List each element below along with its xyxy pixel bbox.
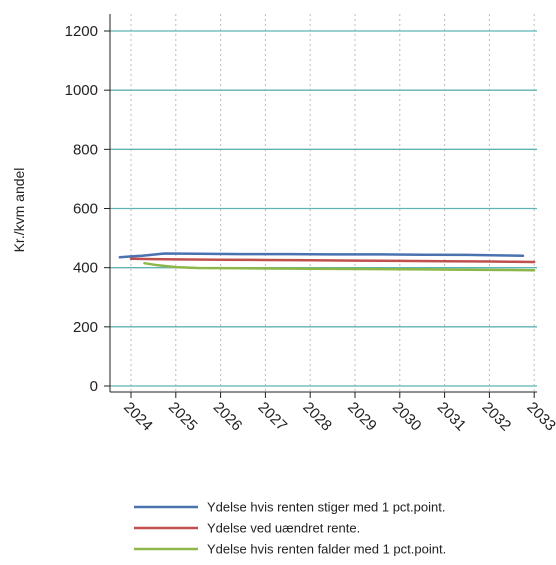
series-layer <box>118 252 536 272</box>
y-tick-label: 800 <box>73 141 98 158</box>
x-tick-label: 2026 <box>210 399 246 435</box>
series-line-1 <box>118 252 525 259</box>
x-tick-label: 2031 <box>434 399 470 435</box>
x-tick-label: 2024 <box>120 399 156 435</box>
legend-label-2: Ydelse ved uændret rente. <box>207 521 360 536</box>
y-tick-label: 0 <box>90 378 98 395</box>
y-tick-label: 600 <box>73 201 98 218</box>
series-line-3 <box>143 261 536 272</box>
y-tick-label: 200 <box>73 319 98 336</box>
x-tick-label: 2033 <box>523 399 556 435</box>
x-tick-label: 2030 <box>389 399 425 435</box>
legend: Ydelse hvis renten stiger med 1 pct.poin… <box>134 500 446 557</box>
legend-label-3: Ydelse hvis renten falder med 1 pct.poin… <box>207 542 446 557</box>
x-tick-label: 2029 <box>344 399 380 435</box>
y-tick-label: 1200 <box>65 23 98 40</box>
series-line-2 <box>129 257 536 264</box>
legend-label-1: Ydelse hvis renten stiger med 1 pct.poin… <box>207 500 445 515</box>
x-tick-label: 2032 <box>479 399 515 435</box>
x-tick-label: 2025 <box>165 399 201 435</box>
grid-layer <box>110 14 537 392</box>
x-tick-label: 2028 <box>299 399 335 435</box>
x-tick-label: 2027 <box>255 399 291 435</box>
y-tick-label: 1000 <box>65 82 98 99</box>
y-axis-title: Kr./kvm andel <box>11 168 27 253</box>
y-tick-label: 400 <box>73 260 98 277</box>
